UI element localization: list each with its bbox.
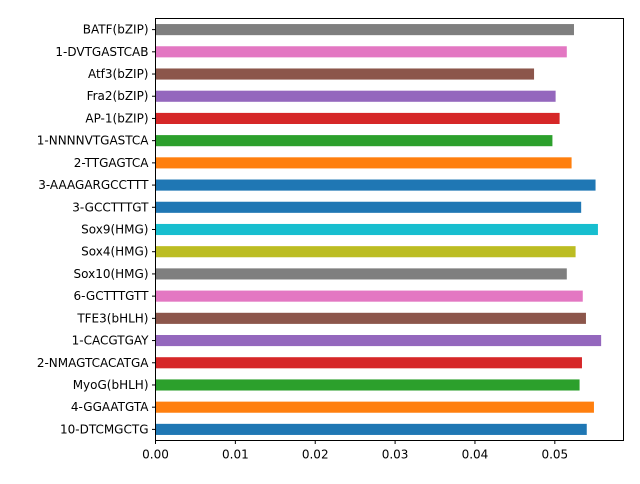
y-tick-label: TFE3(bHLH) — [76, 311, 148, 325]
bar — [155, 246, 576, 258]
bar — [155, 357, 582, 369]
bar — [155, 90, 556, 102]
y-tick-label: Fra2(bZIP) — [87, 89, 149, 103]
y-tick-label: 1-CACGTGAY — [72, 334, 149, 348]
y-tick-label: 2-NMAGTCACATGA — [37, 356, 149, 370]
bars-layer — [155, 24, 602, 435]
y-tick-label: 3-AAAGARGCCTTT — [38, 178, 149, 192]
y-tick-label: BATF(bZIP) — [83, 23, 149, 37]
y-tick-label: 10-DTCMGCTG — [60, 422, 149, 436]
y-tick-label: Sox4(HMG) — [81, 245, 148, 259]
y-axis: BATF(bZIP) 1-DVTGASTCAB Atf3(bZIP) Fra2(bZI… — [37, 23, 156, 436]
y-tick-label: 3-GCCTTTGT — [72, 200, 149, 214]
x-tick-label: 0.03 — [382, 448, 409, 462]
bar — [155, 68, 535, 80]
bar — [155, 24, 574, 36]
bar — [155, 290, 583, 302]
y-tick-label: 6-GCTTTGTT — [74, 289, 150, 303]
y-tick-label: 1-DVTGASTCAB — [55, 45, 148, 59]
bar — [155, 46, 567, 58]
x-tick-label: 0.04 — [462, 448, 489, 462]
bar — [155, 379, 580, 391]
bar — [155, 112, 560, 124]
y-tick-label: 1-NNNNVTGASTCA — [37, 134, 150, 148]
plot-frame — [155, 18, 624, 441]
y-tick-label: MyoG(bHLH) — [73, 378, 149, 392]
bar — [155, 268, 567, 280]
y-tick-label: Sox9(HMG) — [81, 223, 148, 237]
bar — [155, 201, 582, 213]
x-tick-label: 0.01 — [222, 448, 249, 462]
bar — [155, 312, 586, 324]
bar — [155, 157, 572, 169]
x-axis: 0.00 0.01 0.02 0.03 0.04 0.05 — [142, 440, 568, 462]
x-tick-label: 0.05 — [541, 448, 568, 462]
bar — [155, 135, 553, 147]
x-tick-label: 0.02 — [302, 448, 329, 462]
y-tick-label: AP-1(bZIP) — [85, 111, 148, 125]
bar — [155, 335, 602, 347]
bar — [155, 179, 596, 191]
y-tick-label: 2-TTGAGTCA — [74, 156, 149, 170]
bar — [155, 423, 587, 435]
y-tick-label: 4-GGAATGTA — [71, 400, 149, 414]
x-tick-label: 0.00 — [142, 448, 169, 462]
bar — [155, 223, 598, 236]
y-tick-label: Sox10(HMG) — [74, 267, 149, 281]
bar — [155, 401, 594, 413]
y-tick-label: Atf3(bZIP) — [88, 67, 149, 81]
